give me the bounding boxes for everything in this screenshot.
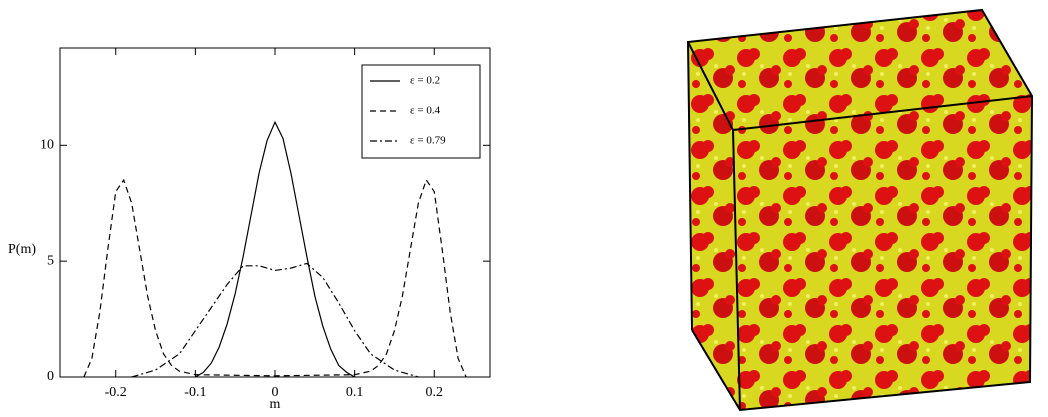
x-tick-label: -0.1 — [184, 385, 206, 400]
cube-render — [686, 8, 1034, 412]
legend-label: ε = 0.4 — [410, 105, 441, 117]
cube-left — [688, 42, 740, 410]
x-tick-label: 0.1 — [346, 385, 364, 400]
x-tick-label: 0.2 — [426, 385, 444, 400]
cube-top — [688, 10, 1032, 130]
legend-label: ε = 0.2 — [410, 75, 440, 87]
x-tick-label: -0.2 — [105, 385, 127, 400]
legend-label: ε = 0.79 — [410, 135, 446, 147]
y-axis-label: P(m) — [8, 242, 36, 257]
y-tick-label: 5 — [47, 253, 54, 268]
cube-front — [733, 96, 1032, 410]
x-tick-label: 0 — [272, 385, 279, 400]
series-line — [83, 178, 467, 378]
y-tick-label: 0 — [47, 369, 54, 384]
series-line — [131, 262, 419, 378]
x-axis-label: m — [270, 397, 281, 412]
y-tick-label: 10 — [40, 138, 54, 153]
cube-edge — [732, 129, 741, 411]
series-line — [195, 120, 355, 378]
